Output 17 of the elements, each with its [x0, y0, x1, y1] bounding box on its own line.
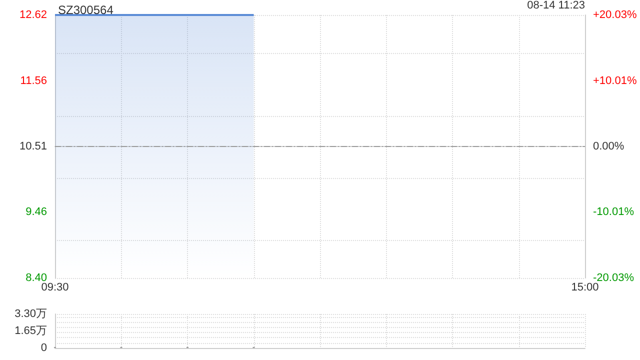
y-tick-label: 1.65万 [14, 325, 47, 337]
y2-tick-label: -20.03% [593, 272, 634, 284]
y-tick-label: 9.46 [26, 206, 47, 218]
y-tick-label: 0 [40, 342, 47, 354]
x-tick-label: 09:30 [41, 282, 69, 294]
y-tick-label: 8.40 [26, 272, 47, 284]
y2-tick-label: +20.03% [593, 9, 637, 21]
y2-tick-label: -10.01% [593, 206, 634, 218]
y2-tick-label: +10.01% [593, 74, 637, 87]
y-tick-label: 10.51 [19, 140, 47, 152]
y-tick-label: 11.56 [20, 75, 47, 88]
text: 08-14 11:23 [527, 0, 586, 12]
x-tick-label: 15:00 [571, 282, 599, 294]
y-tick-label: 3.30万 [14, 308, 47, 320]
y2-tick-label: 0.00% [593, 140, 624, 152]
chart-title: SZ300564 [58, 3, 114, 17]
y-tick-label: 12.62 [19, 9, 47, 21]
